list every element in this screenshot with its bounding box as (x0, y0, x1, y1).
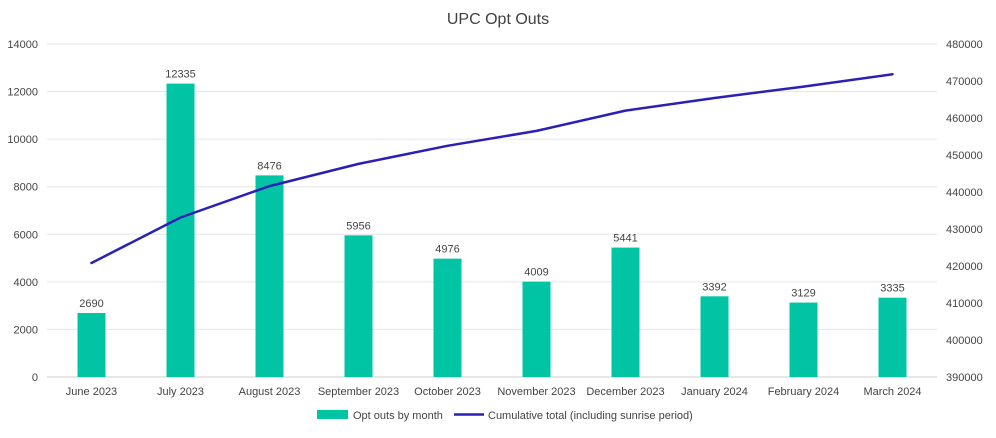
bar-data-labels: 2690 12335 8476 5956 4976 4009 5441 3392 3129 333… (79, 69, 904, 310)
right-axis-tick-label: 430000 (946, 224, 983, 236)
bar-4 (345, 235, 373, 377)
right-axis-tick-label: 450000 (946, 150, 983, 162)
x-axis-category-label: July 2023 (157, 386, 204, 398)
bar-data-label: 4976 (435, 244, 459, 256)
left-axis-tick-label: 2000 (14, 324, 38, 336)
right-axis-tick-label: 390000 (946, 372, 983, 384)
left-axis-tick-label: 6000 (14, 229, 38, 241)
bar-data-label: 12335 (165, 69, 196, 81)
left-axis-tick-label: 10000 (7, 134, 38, 146)
legend-line-label: Cumulative total (including sunrise peri… (488, 410, 693, 422)
bar-9 (790, 303, 818, 377)
bar-data-label: 8476 (257, 160, 281, 172)
left-axis-tick-label: 12000 (7, 87, 38, 99)
x-axis: June 2023 July 2023 August 2023 September 2… (66, 386, 922, 398)
right-axis-tick-label: 410000 (946, 298, 983, 310)
right-axis-tick-label: 440000 (946, 187, 983, 199)
left-axis-tick-label: 4000 (14, 277, 38, 289)
right-axis-tick-label: 470000 (946, 76, 983, 88)
bar-data-label: 5956 (346, 220, 370, 232)
x-axis-category-label: December 2023 (586, 386, 664, 398)
x-axis-category-label: September 2023 (318, 386, 399, 398)
right-axis: 390000 400000 410000 420000 430000 440000 4500… (946, 39, 983, 384)
left-axis-tick-label: 0 (32, 372, 38, 384)
bar-8 (701, 296, 729, 377)
bar-2 (167, 84, 195, 377)
bar-3 (256, 175, 284, 377)
bar-data-label: 2690 (79, 298, 103, 310)
bar-data-label: 3392 (702, 281, 726, 293)
bar-data-label: 4009 (524, 267, 548, 279)
right-axis-tick-label: 420000 (946, 261, 983, 273)
right-axis-tick-label: 480000 (946, 39, 983, 51)
left-axis: 0 2000 4000 6000 8000 10000 12000 14000 (7, 39, 38, 384)
legend-bar-label: Opt outs by month (353, 410, 443, 422)
bar-data-label: 3335 (880, 283, 904, 295)
legend[interactable]: Opt outs by month Cumulative total (incl… (317, 410, 693, 422)
left-axis-tick-label: 8000 (14, 182, 38, 194)
x-axis-category-label: January 2024 (681, 386, 748, 398)
bar-data-label: 5441 (613, 233, 637, 245)
x-axis-category-label: June 2023 (66, 386, 117, 398)
bar-data-label: 3129 (791, 288, 815, 300)
legend-bar-swatch (317, 410, 348, 419)
chart-title: UPC Opt Outs (447, 11, 549, 28)
x-axis-category-label: February 2024 (768, 386, 840, 398)
line-series (91, 74, 892, 263)
bar-series (78, 84, 907, 377)
bar-10 (879, 298, 907, 377)
bar-6 (523, 282, 551, 377)
bar-5 (434, 259, 462, 377)
bar-1 (78, 313, 106, 377)
left-axis-tick-label: 14000 (7, 39, 38, 51)
bar-7 (612, 248, 640, 377)
x-axis-category-label: November 2023 (497, 386, 575, 398)
right-axis-tick-label: 400000 (946, 335, 983, 347)
x-axis-category-label: March 2024 (863, 386, 921, 398)
x-axis-category-label: October 2023 (414, 386, 481, 398)
x-axis-category-label: August 2023 (239, 386, 301, 398)
right-axis-tick-label: 460000 (946, 113, 983, 125)
